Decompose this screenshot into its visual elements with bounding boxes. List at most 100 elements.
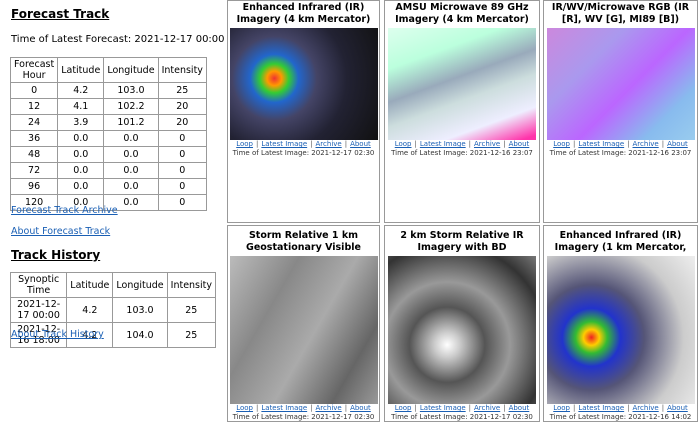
table-row: 120 0.0 0.0 0 — [9, 194, 207, 211]
cell: 0 — [157, 178, 207, 195]
cell: 96 — [9, 178, 59, 195]
link[interactable]: Loop — [553, 140, 571, 148]
separator: | — [627, 140, 630, 148]
cell: 0 — [157, 162, 207, 179]
latest-forecast: Time of Latest Forecast: 2021-12-17 00:0… — [11, 34, 225, 45]
separator: | — [256, 404, 259, 412]
table-row: 12 4.1 102.2 20 — [9, 98, 207, 115]
image-panel: IR/WV/Microwave RGB (IR [R], WV [G], MI8… — [543, 0, 698, 223]
link[interactable]: About — [667, 140, 688, 148]
cell: 103.0 — [103, 82, 159, 99]
link[interactable]: Archive — [315, 140, 342, 148]
satellite-image[interactable] — [546, 28, 695, 140]
column-header: Longitude — [103, 57, 159, 83]
satellite-image[interactable] — [229, 28, 378, 140]
panel-title: Enhanced Infrared (IR) Imagery (1 km Mer… — [554, 230, 687, 253]
panel-title: IR/WV/Microwave RGB (IR [R], WV [G], MI8… — [551, 2, 690, 25]
history-table: Synoptic Time Latitude Longitude Intensity 2… — [9, 272, 217, 348]
cell: 0 — [157, 194, 207, 211]
panel-links: Loop | Latest Image | Archive | About — [228, 140, 379, 149]
link[interactable]: Loop — [236, 404, 254, 412]
panel-title: Enhanced Infrared (IR) Imagery (4 km Mer… — [236, 2, 371, 25]
table-row: 0 4.2 103.0 25 — [9, 82, 207, 99]
separator: | — [256, 140, 259, 148]
panel-links: Loop | Latest Image | Archive | About — [544, 140, 697, 149]
table-row: 2021-12-17 00:00 4.2 103.0 25 — [9, 297, 217, 323]
link[interactable]: Latest Image — [578, 140, 625, 148]
link[interactable]: Archive — [632, 404, 659, 412]
satellite-image[interactable] — [546, 256, 695, 404]
link[interactable]: About — [667, 404, 688, 412]
image-time: Time of Latest Image: 2021-12-16 23:07 — [391, 149, 533, 157]
column-header: Longitude — [112, 272, 168, 298]
section-title: Forecast Track — [11, 7, 110, 21]
header-row: Forecast Hour Latitude Longitude Intensity — [9, 57, 207, 83]
panel-links: Loop | Latest Image | Archive | About — [544, 404, 697, 413]
separator: | — [468, 404, 472, 412]
link[interactable]: Forecast Track Archive — [11, 205, 118, 216]
separator: | — [468, 140, 472, 148]
link[interactable]: Archive — [474, 404, 501, 412]
separator: | — [344, 140, 348, 148]
panel-links: Loop | Latest Image | Archive | About — [228, 404, 379, 413]
cell: 20 — [157, 114, 207, 131]
panel-links: Loop | Latest Image | Archive | About — [385, 404, 539, 413]
separator: | — [414, 404, 417, 412]
cell: 120 — [9, 194, 59, 211]
link[interactable]: Archive — [315, 404, 342, 412]
section-title: Track History — [11, 248, 101, 262]
cell: 0.0 — [57, 162, 105, 179]
image-time: Time of Latest Image: 2021-12-17 02:30 — [232, 413, 375, 421]
cell: 0.0 — [57, 178, 105, 195]
cell: 4.2 — [57, 82, 105, 99]
separator: | — [503, 140, 506, 148]
link[interactable]: Loop — [394, 404, 412, 412]
image-time: Time of Latest Image: 2021-12-16 23:07 — [549, 149, 692, 157]
cell: 0.0 — [103, 146, 159, 163]
link[interactable]: Archive — [474, 140, 501, 148]
link[interactable]: Loop — [394, 140, 412, 148]
link[interactable]: About Forecast Track — [11, 226, 111, 237]
separator: | — [573, 404, 576, 412]
table-row: 72 0.0 0.0 0 — [9, 162, 207, 179]
link[interactable]: About — [350, 404, 371, 412]
table-row: 36 0.0 0.0 0 — [9, 130, 207, 147]
cell: 4.1 — [57, 98, 105, 115]
link[interactable]: Loop — [236, 140, 254, 148]
link[interactable]: Latest Image — [419, 404, 466, 412]
panel-links: Loop | Latest Image | Archive | About — [385, 140, 539, 149]
link[interactable]: Latest Image — [578, 404, 625, 412]
cell: 0.0 — [57, 130, 105, 147]
cell: 0.0 — [103, 178, 159, 195]
panel-title: AMSU Microwave 89 GHz Imagery (4 km Merc… — [395, 2, 529, 25]
link[interactable]: About — [350, 140, 371, 148]
column-header: Latitude — [66, 272, 114, 298]
image-panel: Enhanced Infrared (IR) Imagery (1 km Mer… — [543, 225, 698, 422]
link[interactable]: Archive — [632, 140, 659, 148]
cell: 3.9 — [57, 114, 105, 131]
cell: 25 — [166, 322, 217, 348]
link[interactable]: About — [508, 140, 530, 148]
satellite-image[interactable] — [388, 256, 536, 404]
cell: 36 — [9, 130, 59, 147]
link[interactable]: Latest Image — [261, 140, 308, 148]
cell: 0.0 — [103, 130, 159, 147]
link[interactable]: Loop — [553, 404, 571, 412]
separator: | — [344, 404, 348, 412]
link[interactable]: About — [508, 404, 530, 412]
separator: | — [661, 404, 665, 412]
separator: | — [573, 140, 576, 148]
panel-title: Storm Relative 1 km Geostationary Visibl… — [246, 230, 361, 253]
satellite-image[interactable] — [229, 256, 378, 404]
link[interactable]: Latest Image — [419, 140, 466, 148]
satellite-image[interactable] — [388, 28, 536, 140]
link[interactable]: Latest Image — [261, 404, 308, 412]
header-row: Synoptic Time Latitude Longitude Intensity — [9, 272, 217, 298]
link[interactable]: About Track History — [11, 329, 104, 340]
separator: | — [503, 404, 506, 412]
column-header: Forecast Hour — [9, 57, 59, 83]
cell: 4.2 — [66, 297, 114, 323]
forecast-table: Forecast Hour Latitude Longitude Intensity 0… — [9, 57, 207, 211]
cell: 0.0 — [57, 194, 105, 211]
